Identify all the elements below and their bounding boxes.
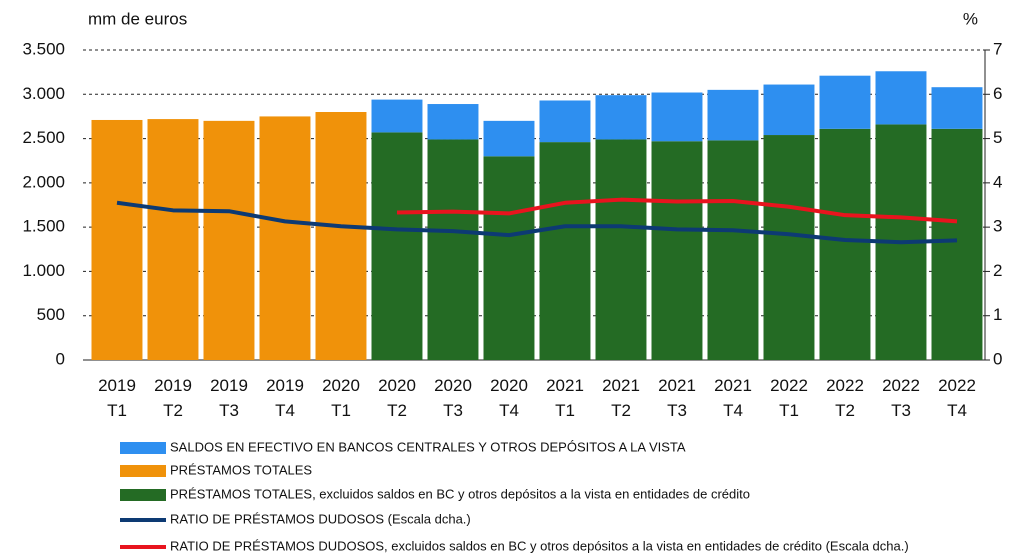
y2-tick-label: 2 bbox=[993, 261, 1002, 280]
bar bbox=[371, 132, 423, 360]
x-tick-label: 2019 T2 bbox=[154, 376, 192, 420]
y-tick-label: 0 bbox=[56, 349, 65, 368]
bar bbox=[651, 141, 703, 360]
bar bbox=[931, 87, 983, 129]
y-tick-label: 1.000 bbox=[22, 261, 65, 280]
y-tick-label: 1.500 bbox=[22, 217, 65, 236]
bar bbox=[483, 156, 535, 360]
x-tick-label: 2020 T2 bbox=[378, 376, 416, 420]
legend-label: SALDOS EN EFECTIVO EN BANCOS CENTRALES Y… bbox=[170, 439, 686, 454]
y2-tick-label: 6 bbox=[993, 84, 1002, 103]
x-tick-label: 2022 T1 bbox=[770, 376, 808, 420]
x-tick-label: 2022 T4 bbox=[938, 376, 976, 420]
bar bbox=[707, 89, 759, 141]
legend-swatch bbox=[120, 442, 166, 454]
y-tick-label: 2.000 bbox=[22, 172, 65, 191]
bar bbox=[91, 119, 143, 360]
y2-tick-label: 3 bbox=[993, 217, 1002, 236]
bar bbox=[651, 92, 703, 142]
x-tick-label: 2019 T4 bbox=[266, 376, 304, 420]
legend-label: RATIO DE PRÉSTAMOS DUDOSOS (Escala dcha.… bbox=[170, 511, 471, 526]
y2-tick-label: 5 bbox=[993, 128, 1002, 147]
x-tick-label: 2021 T4 bbox=[714, 376, 752, 420]
bar bbox=[819, 75, 871, 129]
bar bbox=[763, 84, 815, 136]
y-tick-label: 3.000 bbox=[22, 84, 65, 103]
y2-tick-label: 7 bbox=[993, 39, 1002, 58]
x-tick-label: 2020 T3 bbox=[434, 376, 472, 420]
bar bbox=[539, 100, 591, 143]
y2-tick-label: 4 bbox=[993, 172, 1002, 191]
bar bbox=[595, 139, 647, 360]
legend-swatch bbox=[120, 489, 166, 501]
y-tick-label: 2.500 bbox=[22, 128, 65, 147]
y-tick-label: 500 bbox=[37, 305, 65, 324]
bar bbox=[371, 99, 423, 133]
bar bbox=[427, 139, 479, 360]
line bbox=[116, 200, 958, 245]
y2-axis-label: % bbox=[963, 9, 978, 28]
legend-label: PRÉSTAMOS TOTALES, excluidos saldos en B… bbox=[170, 486, 750, 501]
bar bbox=[259, 116, 311, 360]
bar bbox=[483, 120, 535, 157]
bar bbox=[315, 112, 367, 360]
x-tick-label: 2019 T1 bbox=[98, 376, 136, 420]
y-tick-label: 3.500 bbox=[22, 39, 65, 58]
y-axis-label: mm de euros bbox=[88, 9, 187, 28]
legend-swatch bbox=[120, 465, 166, 477]
legend-label: PRÉSTAMOS TOTALES bbox=[170, 462, 312, 477]
bar bbox=[203, 120, 255, 360]
x-tick-label: 2021 T2 bbox=[602, 376, 640, 420]
line bbox=[396, 197, 958, 224]
x-tick-label: 2021 T3 bbox=[658, 376, 696, 420]
bar bbox=[875, 71, 927, 125]
bar bbox=[539, 142, 591, 360]
bar bbox=[595, 95, 647, 140]
bar bbox=[427, 104, 479, 140]
bar bbox=[819, 128, 871, 360]
x-tick-label: 2019 T3 bbox=[210, 376, 248, 420]
x-tick-label: 2020 T4 bbox=[490, 376, 528, 420]
y2-tick-label: 0 bbox=[993, 349, 1002, 368]
x-tick-label: 2022 T2 bbox=[826, 376, 864, 420]
bar bbox=[763, 135, 815, 360]
y2-tick-label: 1 bbox=[993, 305, 1002, 324]
x-tick-label: 2022 T3 bbox=[882, 376, 920, 420]
legend-label: RATIO DE PRÉSTAMOS DUDOSOS, excluidos sa… bbox=[170, 538, 909, 553]
bar bbox=[147, 119, 199, 360]
x-tick-label: 2021 T1 bbox=[546, 376, 584, 420]
bar bbox=[931, 128, 983, 360]
x-tick-label: 2020 T1 bbox=[322, 376, 360, 420]
bar bbox=[707, 140, 759, 360]
